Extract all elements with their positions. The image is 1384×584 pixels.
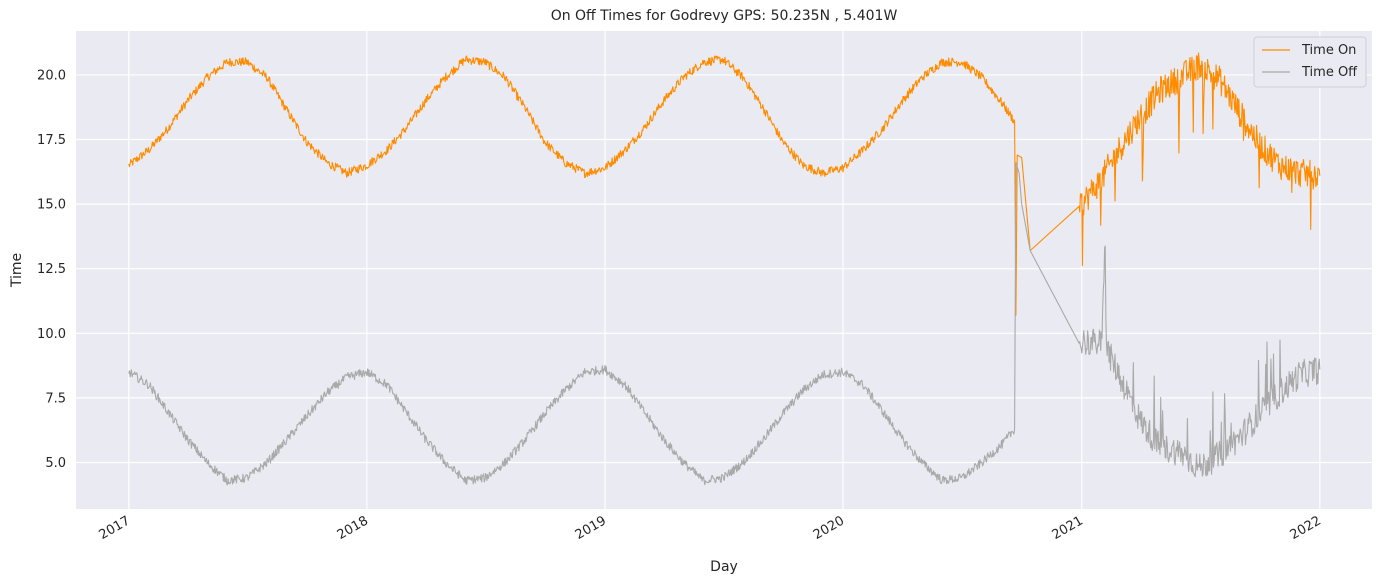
- series-group: [128, 52, 1321, 486]
- y-tick-label: 20.0: [37, 68, 66, 83]
- y-tick-label: 12.5: [37, 262, 66, 277]
- y-axis-label: Time: [9, 253, 25, 288]
- y-tick-label: 15.0: [37, 198, 66, 213]
- chart-title: On Off Times for Godrevy GPS: 50.235N , …: [551, 8, 898, 24]
- x-tick-label: 2020: [811, 513, 847, 543]
- y-tick-label: 5.0: [45, 456, 66, 471]
- grid: [76, 31, 1372, 509]
- legend-label-time-off: Time Off: [1301, 65, 1358, 80]
- x-tick-label: 2021: [1050, 513, 1086, 543]
- plot-background: [76, 31, 1372, 509]
- legend: Time On Time Off: [1253, 36, 1367, 88]
- x-tick-label: 2017: [97, 513, 133, 543]
- y-tick-label: 7.5: [45, 391, 66, 406]
- x-axis-label: Day: [710, 559, 738, 575]
- x-tick-label: 2018: [335, 513, 371, 543]
- y-tick-label: 10.0: [37, 327, 66, 342]
- x-tick-label: 2022: [1288, 513, 1324, 543]
- series-line-time-on: [128, 52, 1321, 316]
- x-tick-label: 2019: [573, 513, 609, 543]
- y-tick-label: 17.5: [37, 133, 66, 148]
- series-line-time-off: [128, 162, 1321, 486]
- legend-label-time-on: Time On: [1301, 43, 1356, 58]
